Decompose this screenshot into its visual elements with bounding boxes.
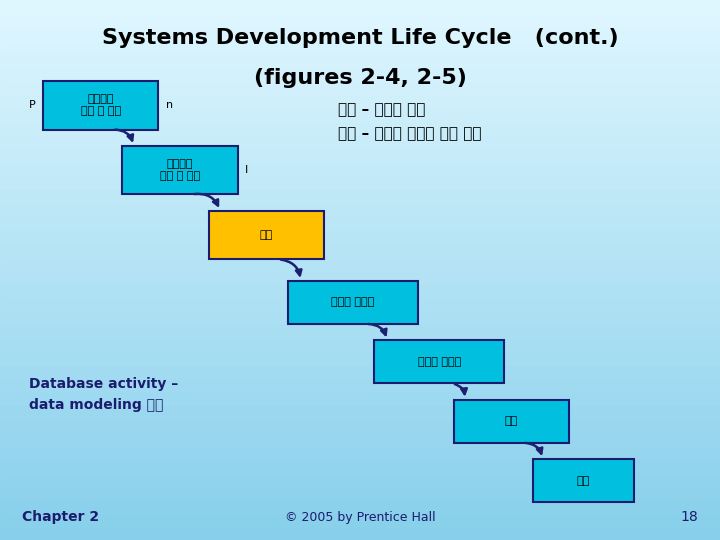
Text: P: P [30,100,36,110]
Bar [0,54,720,68]
Bar [0,459,720,472]
Bar [0,81,720,94]
Text: Chapter 2: Chapter 2 [22,510,99,524]
Text: 프로젝트
착수 및 계획: 프로젝트 착수 및 계획 [160,159,200,181]
Bar [0,243,720,256]
Text: 논리적 디자인: 논리적 디자인 [331,298,374,307]
Bar [0,40,720,54]
Text: 물리적 디자인: 물리적 디자인 [418,357,461,367]
Bar [0,122,720,135]
Bar [0,432,720,445]
Bar [0,135,720,148]
Bar [0,230,720,243]
FancyBboxPatch shape [533,459,634,502]
Bar [0,202,720,216]
Text: 분석: 분석 [260,230,273,240]
Bar [0,486,720,500]
Text: Systems Development Life Cycle   (cont.): Systems Development Life Cycle (cont.) [102,28,618,48]
Bar [0,0,720,14]
Bar [0,418,720,432]
Bar [0,338,720,351]
Text: 프로젝트
확인 및 선택: 프로젝트 확인 및 선택 [81,94,121,116]
Bar [0,378,720,392]
Bar [0,526,720,540]
Bar [0,392,720,405]
Bar [0,310,720,324]
Bar [0,270,720,284]
Text: 18: 18 [680,510,698,524]
Bar [0,297,720,310]
Text: © 2005 by Prentice Hall: © 2005 by Prentice Hall [284,511,436,524]
FancyBboxPatch shape [288,281,418,324]
Text: 보수: 보수 [577,476,590,485]
FancyBboxPatch shape [454,400,569,443]
Bar [0,472,720,486]
Bar [0,364,720,378]
Text: I: I [245,165,248,175]
Bar [0,256,720,270]
Bar [0,162,720,176]
Bar [0,284,720,297]
FancyBboxPatch shape [122,146,238,194]
Text: 개발: 개발 [505,416,518,426]
FancyBboxPatch shape [374,340,504,383]
Bar [0,351,720,364]
Bar [0,27,720,40]
Bar [0,68,720,81]
Text: Database activity –
data modeling 개념: Database activity – data modeling 개념 [29,377,178,411]
Bar [0,94,720,108]
Bar [0,148,720,162]
Bar [0,176,720,189]
Bar [0,14,720,27]
Bar [0,446,720,459]
FancyBboxPatch shape [43,81,158,130]
Bar [0,513,720,526]
Bar [0,324,720,338]
Bar [0,108,720,122]
Bar [0,405,720,418]
Bar [0,189,720,202]
Text: n: n [166,100,173,110]
Text: 목적 – 철저한 분석
실행 – 시스템 기능의 세부 내역: 목적 – 철저한 분석 실행 – 시스템 기능의 세부 내역 [338,102,482,141]
Bar [0,500,720,513]
Bar [0,216,720,229]
FancyBboxPatch shape [209,211,324,259]
Text: (figures 2-4, 2-5): (figures 2-4, 2-5) [253,68,467,89]
